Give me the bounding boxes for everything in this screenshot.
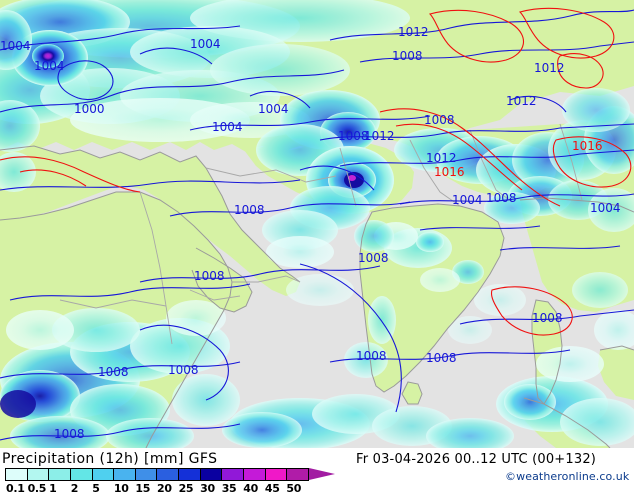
color-scale-tick: 15: [135, 482, 151, 495]
color-swatch-2: [69, 469, 92, 480]
color-scale-tick: 35: [221, 482, 237, 495]
color-swatch-0.5: [26, 469, 49, 480]
isobar-label-1004: 1004: [34, 59, 65, 73]
isobar-label-1012: 1012: [398, 25, 429, 39]
isobar-label-1004: 1004: [0, 39, 31, 53]
legend-title: Precipitation (12h) [mm] GFS: [2, 451, 218, 467]
color-swatch-45: [264, 469, 287, 480]
color-scale-ticks: 0.1 0.5 1 2 5 10 15 20 25 30 35 40 45 50: [5, 482, 335, 495]
color-swatch-35: [221, 469, 244, 480]
precipitation-map[interactable]: 1004 1004 1000 1004 1004 1004 1012 1012 …: [0, 0, 634, 448]
isobar-label-1008: 1008: [194, 269, 225, 283]
isobar-label-1008: 1008: [338, 129, 369, 143]
color-scale-tick: 40: [243, 482, 258, 495]
precipitation-field: [0, 0, 634, 448]
isobar-label-1008: 1008: [98, 365, 129, 379]
color-scale[interactable]: 0.1 0.5 1 2 5 10 15 20 25 30 35 40 45 50: [5, 468, 335, 495]
isobar-label-1008: 1008: [424, 113, 455, 127]
run-time-label: Fr 03-04-2026 00..12 UTC (00+132): [356, 452, 597, 467]
isobar-label-1008: 1008: [234, 203, 265, 217]
isobar-label-1008: 1008: [168, 363, 199, 377]
color-scale-tick: 1: [49, 482, 57, 495]
color-swatch-20: [156, 469, 179, 480]
color-swatch-1: [48, 469, 70, 480]
color-swatch-15: [134, 469, 157, 480]
isobar-labels: 1004 1004 1000 1004 1004 1004 1012 1012 …: [0, 25, 621, 441]
isobar-label-1016: 1016: [434, 165, 465, 179]
isobar-label-1012: 1012: [534, 61, 565, 75]
isobar-label-1016: 1016: [572, 139, 603, 153]
isobar-label-1004: 1004: [590, 201, 621, 215]
color-swatch-10: [113, 469, 135, 480]
isobar-label-1004: 1004: [212, 120, 243, 134]
isobar-label-1008: 1008: [426, 351, 457, 365]
color-swatch-0.1: [6, 469, 27, 480]
color-scale-tick: 45: [264, 482, 280, 495]
isobar-label-1000: 1000: [74, 102, 105, 116]
isobar-label-1012: 1012: [426, 151, 457, 165]
color-scale-tick: 2: [70, 482, 79, 495]
isobar-label-1008: 1008: [358, 251, 389, 265]
map-canvas: 1004 1004 1000 1004 1004 1004 1012 1012 …: [0, 0, 634, 448]
color-swatch-50: [286, 469, 308, 480]
color-scale-overflow-arrow: [309, 468, 335, 480]
color-scale-tick: 0.1: [6, 482, 25, 495]
color-scale-tick: 20: [157, 482, 172, 495]
isobar-label-1008: 1008: [356, 349, 387, 363]
isobar-label-1008: 1008: [392, 49, 423, 63]
isobar-label-1004: 1004: [452, 193, 483, 207]
isobar-label-1012: 1012: [364, 129, 395, 143]
color-swatch-25: [178, 469, 200, 480]
isobar-label-1012: 1012: [506, 94, 537, 108]
color-scale-bar[interactable]: [5, 468, 309, 481]
isobar-label-1008: 1008: [532, 311, 563, 325]
copyright-label: ©weatheronline.co.uk: [505, 470, 630, 483]
color-scale-tick: 10: [113, 482, 129, 495]
isobar-label-1004: 1004: [258, 102, 289, 116]
color-swatch-30: [199, 469, 222, 480]
color-scale-tick: 0.5: [27, 482, 47, 495]
color-swatch-40: [243, 469, 265, 480]
isobar-label-1008: 1008: [486, 191, 517, 205]
color-scale-tick: 30: [200, 482, 215, 495]
color-scale-tick: 50: [286, 482, 302, 495]
isobar-contours: [0, 7, 634, 441]
map-footer: Precipitation (12h) [mm] GFS Fr 03-04-20…: [0, 448, 634, 495]
color-scale-tick: 5: [92, 482, 100, 495]
color-swatch-5: [91, 469, 114, 480]
isobar-label-1004: 1004: [190, 37, 221, 51]
isobar-label-1008: 1008: [54, 427, 85, 441]
color-scale-tick: 25: [178, 482, 194, 495]
coastlines: [0, 123, 634, 448]
